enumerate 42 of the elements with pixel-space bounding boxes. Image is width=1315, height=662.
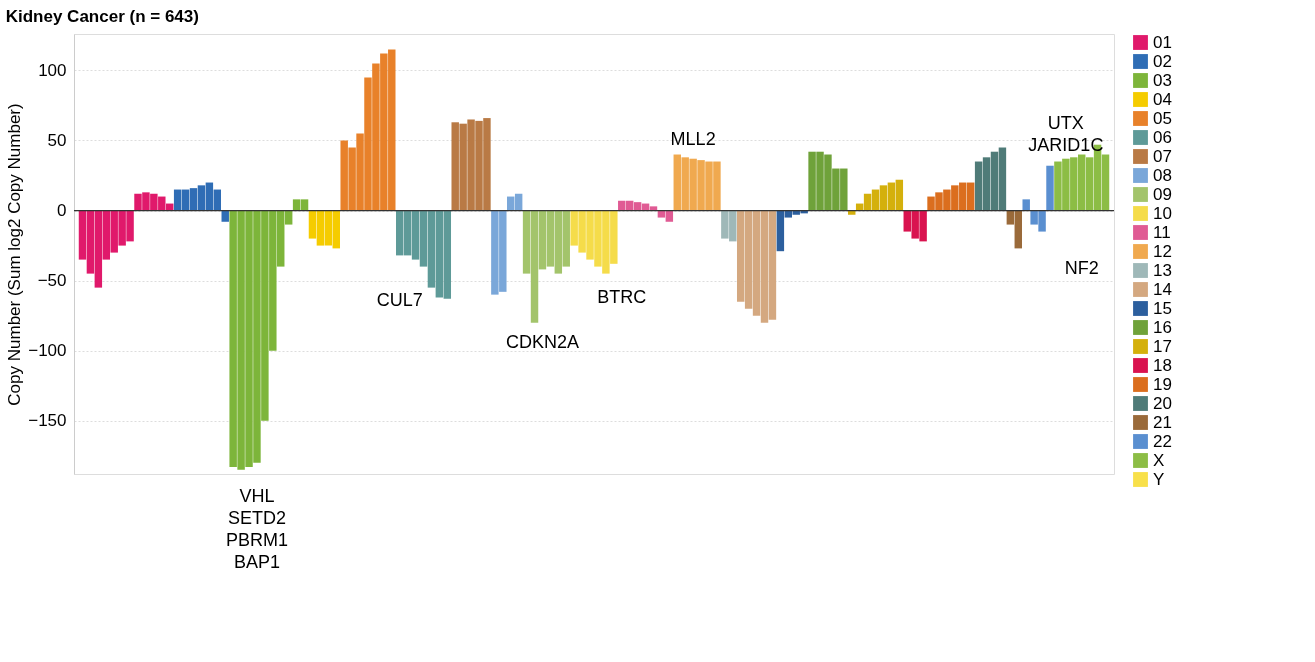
legend-label: 22 [1153,431,1172,451]
annotation: UTX JARID1C [1028,113,1104,156]
legend-label: Y [1153,469,1165,489]
legend-label: 18 [1153,355,1172,375]
y-tick-label: 0 [57,201,67,221]
y-tick-label: 50 [47,131,67,150]
y-tick-label: −50 [37,271,67,291]
legend-label: 06 [1153,127,1172,147]
legend-label: 04 [1153,89,1172,109]
annotation: NF2 [1064,257,1099,278]
legend-label: 12 [1153,241,1172,261]
legend-label: 11 [1153,222,1171,242]
legend-label: 01 [1153,32,1172,52]
y-tick-label: −100 [28,341,67,361]
annotation: CUL7 [376,289,423,310]
legend-label: 14 [1153,279,1172,299]
chart-title: Kidney Cancer (n = 643) [5,7,199,26]
annotation: MLL2 [670,128,716,149]
y-tick-label: −150 [28,411,67,431]
y-axis-title: Copy Number (Sum log2 Copy Number) [5,103,25,406]
legend-label: 08 [1153,165,1172,185]
legend-label: 07 [1153,146,1172,166]
text: VHL SETD2 PBRM1 BAP1 [225,486,288,572]
legend-label: 09 [1153,184,1172,204]
legend-label: 21 [1153,412,1172,432]
annotation: BTRC [597,287,647,308]
legend-label: 15 [1153,298,1172,318]
legend-label: 13 [1153,260,1172,280]
legend-label: 16 [1153,317,1172,337]
legend-label: 20 [1153,393,1172,413]
annotation: CDKN2A [505,331,579,352]
legend-label: 10 [1153,203,1172,223]
y-tick-label: 100 [38,60,67,80]
legend-label: 05 [1153,108,1172,128]
legend-label: X [1153,450,1165,470]
legend-label: 03 [1153,70,1172,90]
bar [221,210,229,222]
legend-label: 19 [1153,374,1172,394]
legend-label: 17 [1153,336,1172,356]
legend-label: 02 [1153,51,1172,71]
bar [1022,199,1030,211]
bar [1046,165,1054,211]
